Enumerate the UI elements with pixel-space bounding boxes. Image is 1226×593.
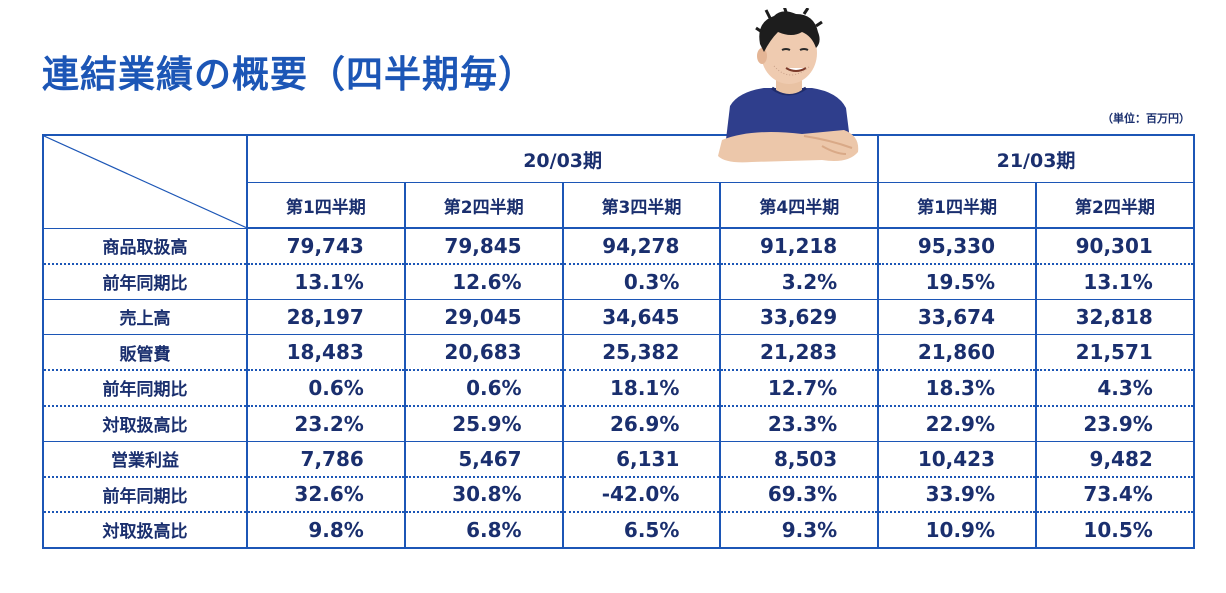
table-row: 対取扱高比 23.2% 25.9% 26.9% 23.3% 22.9% 23.9% [42,405,1195,442]
value-cell: 33,629 [719,299,880,335]
value-cell: 21,860 [877,334,1037,371]
value-cell: 19.5% [877,263,1037,300]
quarter-header: 第1四半期 [246,182,406,229]
value-cell: 0.6% [403,370,564,407]
value-cell: 9,482 [1035,441,1195,478]
table-row: 販管費 18,483 20,683 25,382 21,283 21,860 21,571 [42,334,1195,371]
value-cell: 32,818 [1035,299,1195,335]
value-cell: 6,131 [561,441,722,478]
row-label: 対取扱高比 [42,405,248,442]
quarter-header: 第2四半期 [1035,182,1195,229]
table-row: 前年同期比 32.6% 30.8% -42.0% 69.3% 33.9% 73.4% [42,476,1195,513]
table-row: 営業利益 7,786 5,467 6,131 8,503 10,423 9,482 [42,441,1195,478]
row-label: 販管費 [42,334,248,371]
value-cell: 95,330 [877,228,1037,265]
value-cell: 5,467 [403,441,564,478]
table-row: 売上高 28,197 29,045 34,645 33,629 33,674 32,818 [42,299,1195,335]
value-cell: 33.9% [877,476,1037,513]
value-cell: 23.3% [719,405,880,442]
value-cell: 7,786 [246,441,406,478]
value-cell: 18.3% [877,370,1037,407]
row-label: 前年同期比 [42,263,248,300]
value-cell: 12.6% [403,263,564,300]
value-cell: 10.5% [1035,512,1195,549]
value-cell: 30.8% [403,476,564,513]
value-cell: 21,571 [1035,334,1195,371]
value-cell: 34,645 [561,299,722,335]
value-cell: 90,301 [1035,228,1195,265]
page-title: 連結業績の概要（四半期毎） [42,53,536,96]
row-label: 売上高 [42,299,248,335]
diagonal-line [44,136,246,228]
value-cell: 21,283 [719,334,880,371]
row-label: 対取扱高比 [42,512,248,549]
table-row: 商品取扱高 79,743 79,845 94,278 91,218 95,330 90,30… [42,228,1195,265]
value-cell: 73.4% [1035,476,1195,513]
value-cell: 28,197 [246,299,406,335]
value-cell: 3.2% [719,263,880,300]
unit-note: （単位：百万円） [1102,112,1190,125]
row-label: 営業利益 [42,441,248,478]
value-cell: 10,423 [877,441,1037,478]
quarter-header: 第3四半期 [561,182,722,229]
value-cell: 26.9% [561,405,722,442]
value-cell: 8,503 [719,441,880,478]
value-cell: 22.9% [877,405,1037,442]
value-cell: 9.8% [246,512,406,549]
value-cell: 23.9% [1035,405,1195,442]
value-cell: 0.6% [246,370,406,407]
value-cell: 13.1% [246,263,406,300]
value-cell: 91,218 [719,228,880,265]
value-cell: 18,483 [246,334,406,371]
value-cell: 13.1% [1035,263,1195,300]
value-cell: 33,674 [877,299,1037,335]
value-cell: 79,845 [403,228,564,265]
value-cell: 0.3% [561,263,722,300]
performance-table: 20/03期 21/03期 第1四半期 第2四半期 第3四半期 第4四半期 第1… [42,134,1195,549]
quarter-header: 第2四半期 [403,182,564,229]
value-cell: -42.0% [561,476,722,513]
row-label: 前年同期比 [42,476,248,513]
value-cell: 32.6% [246,476,406,513]
value-cell: 23.2% [246,405,406,442]
value-cell: 29,045 [403,299,564,335]
value-cell: 25,382 [561,334,722,371]
person-illustration [718,8,859,163]
value-cell: 69.3% [719,476,880,513]
value-cell: 12.7% [719,370,880,407]
quarter-header: 第1四半期 [877,182,1037,229]
value-cell: 9.3% [719,512,880,549]
table-row: 前年同期比 0.6% 0.6% 18.1% 12.7% 18.3% 4.3% [42,370,1195,407]
table-row: 前年同期比 13.1% 12.6% 0.3% 3.2% 19.5% 13.1% [42,263,1195,300]
value-cell: 6.8% [403,512,564,549]
value-cell: 20,683 [403,334,564,371]
value-cell: 10.9% [877,512,1037,549]
value-cell: 4.3% [1035,370,1195,407]
value-cell: 79,743 [246,228,406,265]
table-row: 対取扱高比 9.8% 6.8% 6.5% 9.3% 10.9% 10.5% [42,512,1195,549]
period-header-21-03: 21/03期 [877,134,1195,183]
value-cell: 18.1% [561,370,722,407]
value-cell: 6.5% [561,512,722,549]
quarter-header: 第4四半期 [719,182,880,229]
value-cell: 25.9% [403,405,564,442]
value-cell: 94,278 [561,228,722,265]
corner-cell [42,134,248,229]
row-label: 商品取扱高 [42,228,248,265]
row-label: 前年同期比 [42,370,248,407]
